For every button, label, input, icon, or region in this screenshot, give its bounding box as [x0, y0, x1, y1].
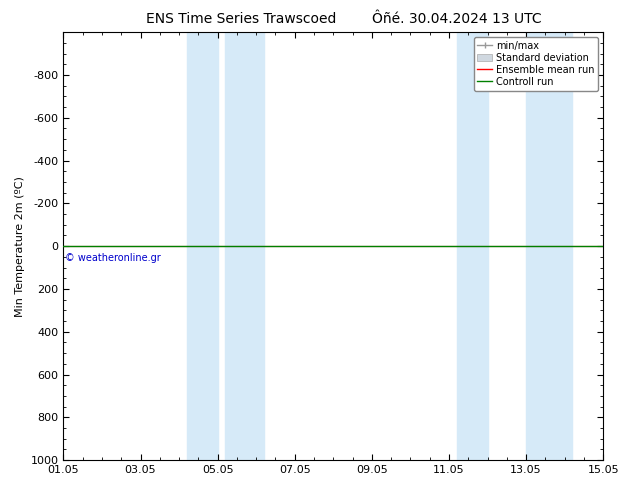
- Text: Ôñé. 30.04.2024 13 UTC: Ôñé. 30.04.2024 13 UTC: [372, 12, 541, 26]
- Y-axis label: Min Temperature 2m (ºC): Min Temperature 2m (ºC): [15, 176, 25, 317]
- Bar: [187, 32, 217, 460]
- Legend: min/max, Standard deviation, Ensemble mean run, Controll run: min/max, Standard deviation, Ensemble me…: [474, 37, 598, 91]
- Bar: [225, 32, 264, 460]
- Bar: [526, 32, 573, 460]
- Bar: [456, 32, 488, 460]
- Text: © weatheronline.gr: © weatheronline.gr: [65, 252, 161, 263]
- Text: ENS Time Series Trawscoed: ENS Time Series Trawscoed: [146, 12, 336, 26]
